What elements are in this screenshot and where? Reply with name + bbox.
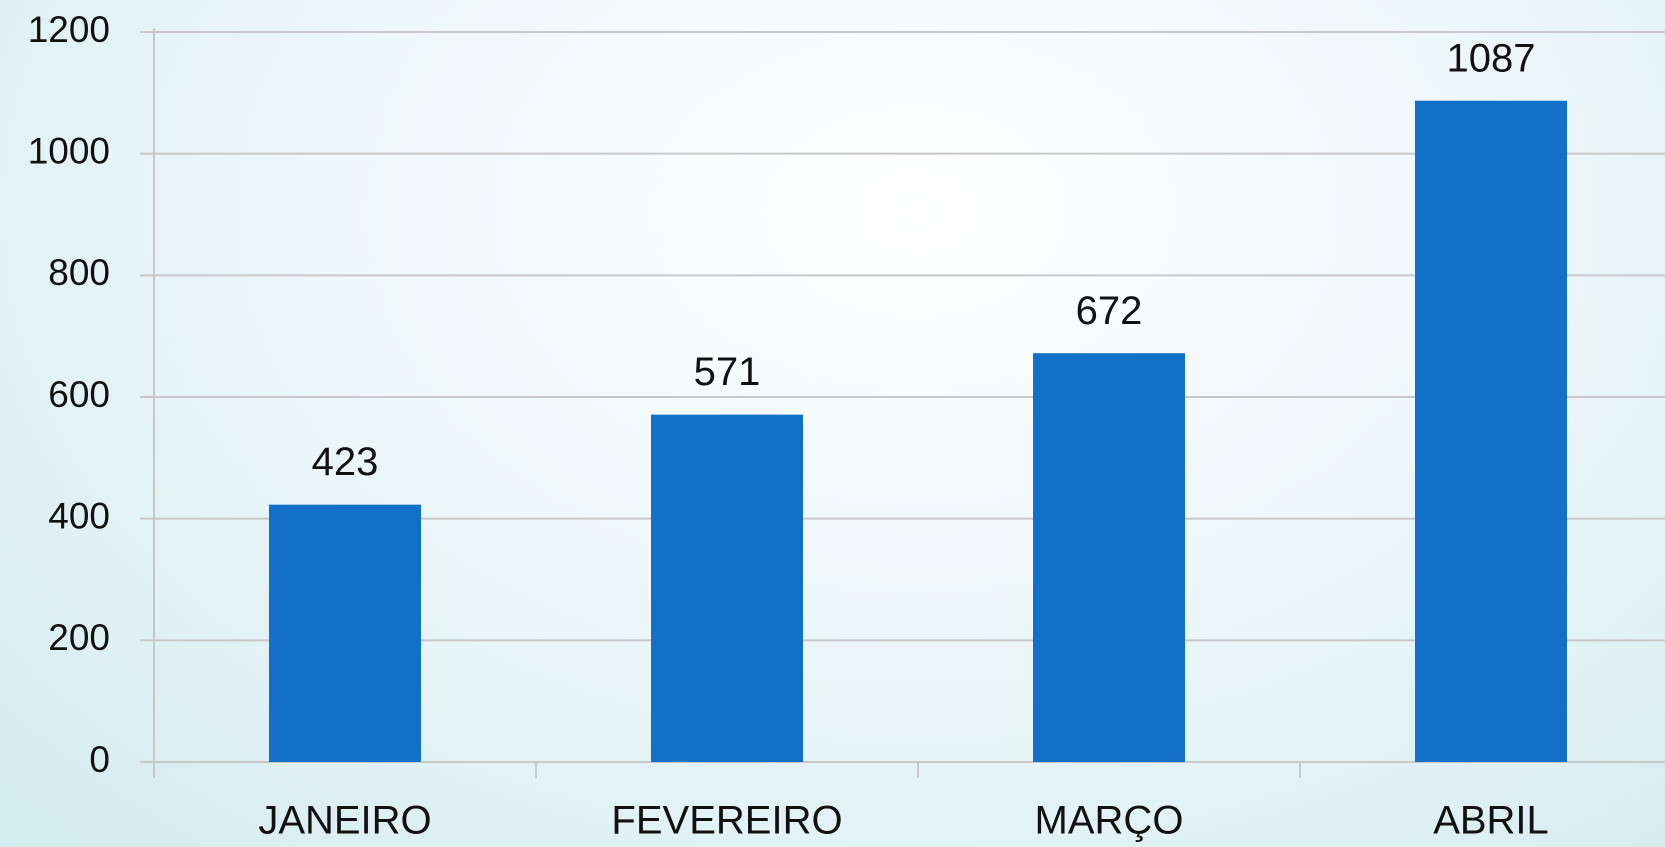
y-tick-label: 1200: [28, 9, 110, 50]
bar: [1033, 353, 1185, 762]
x-tick-label: ABRIL: [1433, 799, 1549, 843]
y-tick-label: 1000: [28, 130, 110, 171]
y-tick-label: 800: [48, 252, 110, 293]
data-label: 1087: [1447, 36, 1536, 80]
bar: [1415, 100, 1567, 762]
x-tick-label: MARÇO: [1035, 799, 1184, 843]
x-tick-label: JANEIRO: [258, 799, 431, 843]
x-tick-label: FEVEREIRO: [611, 799, 842, 843]
y-tick-label: 400: [48, 495, 110, 536]
data-label: 423: [312, 440, 379, 484]
data-label: 672: [1076, 289, 1143, 333]
bar: [651, 414, 803, 762]
bar: [269, 504, 421, 762]
y-tick-label: 200: [48, 617, 110, 658]
y-tick-label: 0: [89, 739, 110, 780]
y-tick-label: 600: [48, 374, 110, 415]
data-label: 571: [694, 350, 761, 394]
